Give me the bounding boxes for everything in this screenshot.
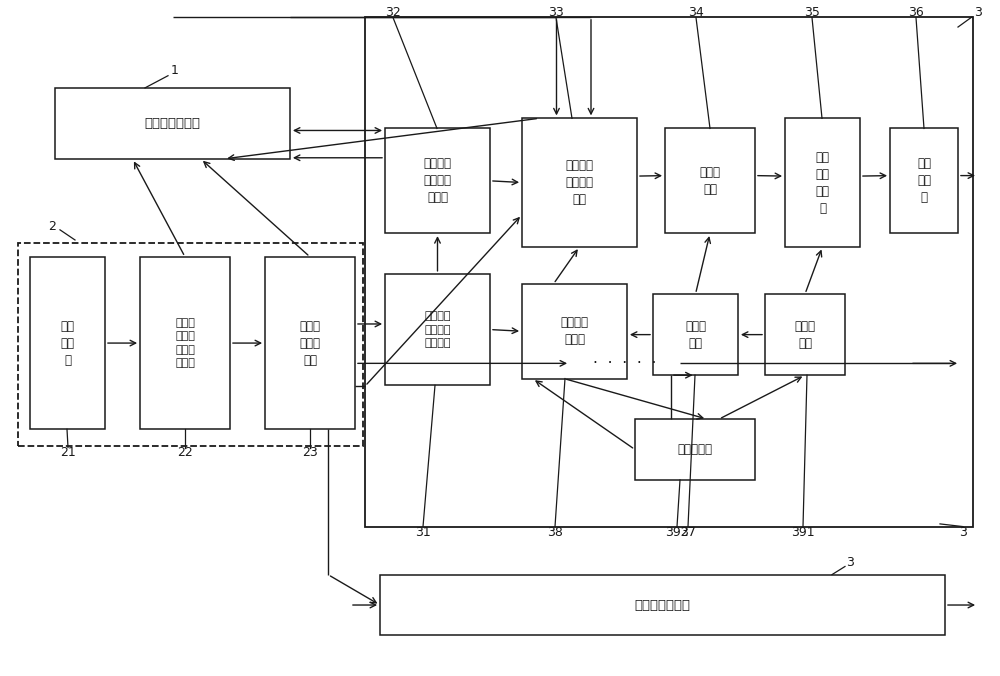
Bar xyxy=(785,118,860,247)
Text: 第二分
频器: 第二分 频器 xyxy=(685,320,706,349)
Text: 23: 23 xyxy=(302,446,318,460)
Text: 高速
数模
转换
器: 高速 数模 转换 器 xyxy=(816,151,830,214)
Text: 鉴相及控
制模块: 鉴相及控 制模块 xyxy=(560,316,588,346)
Text: 低通
滤波
器: 低通 滤波 器 xyxy=(917,158,931,204)
Text: 3: 3 xyxy=(974,5,982,19)
Bar xyxy=(365,17,973,527)
Text: 任意波形
数字编码
模块: 任意波形 数字编码 模块 xyxy=(566,159,594,206)
Text: 外参
考时
钟: 外参 考时 钟 xyxy=(60,320,74,366)
Text: 时钟及多
频率信号
恢复模块: 时钟及多 频率信号 恢复模块 xyxy=(424,312,451,347)
Text: 22: 22 xyxy=(177,446,193,460)
Text: 计算机控制模块: 计算机控制模块 xyxy=(144,117,200,130)
Bar xyxy=(385,128,490,233)
Bar xyxy=(653,294,738,375)
Bar xyxy=(635,419,755,480)
Text: 21: 21 xyxy=(60,446,76,460)
Text: 391: 391 xyxy=(791,525,815,539)
Text: 38: 38 xyxy=(547,525,563,539)
Text: 34: 34 xyxy=(688,5,704,19)
Bar xyxy=(665,128,755,233)
Text: 35: 35 xyxy=(804,5,820,19)
Bar xyxy=(522,284,627,379)
Bar xyxy=(265,257,355,429)
Bar xyxy=(890,128,958,233)
Bar xyxy=(140,257,230,429)
Text: 392: 392 xyxy=(665,525,689,539)
Bar xyxy=(380,575,945,635)
Text: 任意波形发生器: 任意波形发生器 xyxy=(635,598,690,612)
Bar xyxy=(18,243,363,446)
Bar xyxy=(385,274,490,385)
Text: 2: 2 xyxy=(48,220,56,233)
Text: 数据流
光扇出
模块: 数据流 光扇出 模块 xyxy=(300,320,320,366)
Text: 36: 36 xyxy=(908,5,924,19)
Text: ·  ·  ·  ·  ·: · · · · · xyxy=(593,356,657,371)
Text: 31: 31 xyxy=(415,525,431,539)
Bar xyxy=(522,118,637,247)
Text: 3: 3 xyxy=(846,556,854,569)
Text: 时间延迟
及驱动放
大模块: 时间延迟 及驱动放 大模块 xyxy=(424,158,452,204)
Text: 时钟及
多频率
信号编
码模块: 时钟及 多频率 信号编 码模块 xyxy=(175,318,195,368)
Text: 3: 3 xyxy=(959,525,967,539)
Bar xyxy=(55,88,290,159)
Bar xyxy=(765,294,845,375)
Text: 33: 33 xyxy=(548,5,564,19)
Bar xyxy=(30,257,105,429)
Text: 锁相倍频器: 锁相倍频器 xyxy=(678,443,713,456)
Text: 37: 37 xyxy=(680,525,696,539)
Text: 1: 1 xyxy=(171,64,179,78)
Text: 数据倍
率器: 数据倍 率器 xyxy=(700,166,721,196)
Text: 32: 32 xyxy=(385,5,401,19)
Text: 第一分
频器: 第一分 频器 xyxy=(794,320,816,349)
